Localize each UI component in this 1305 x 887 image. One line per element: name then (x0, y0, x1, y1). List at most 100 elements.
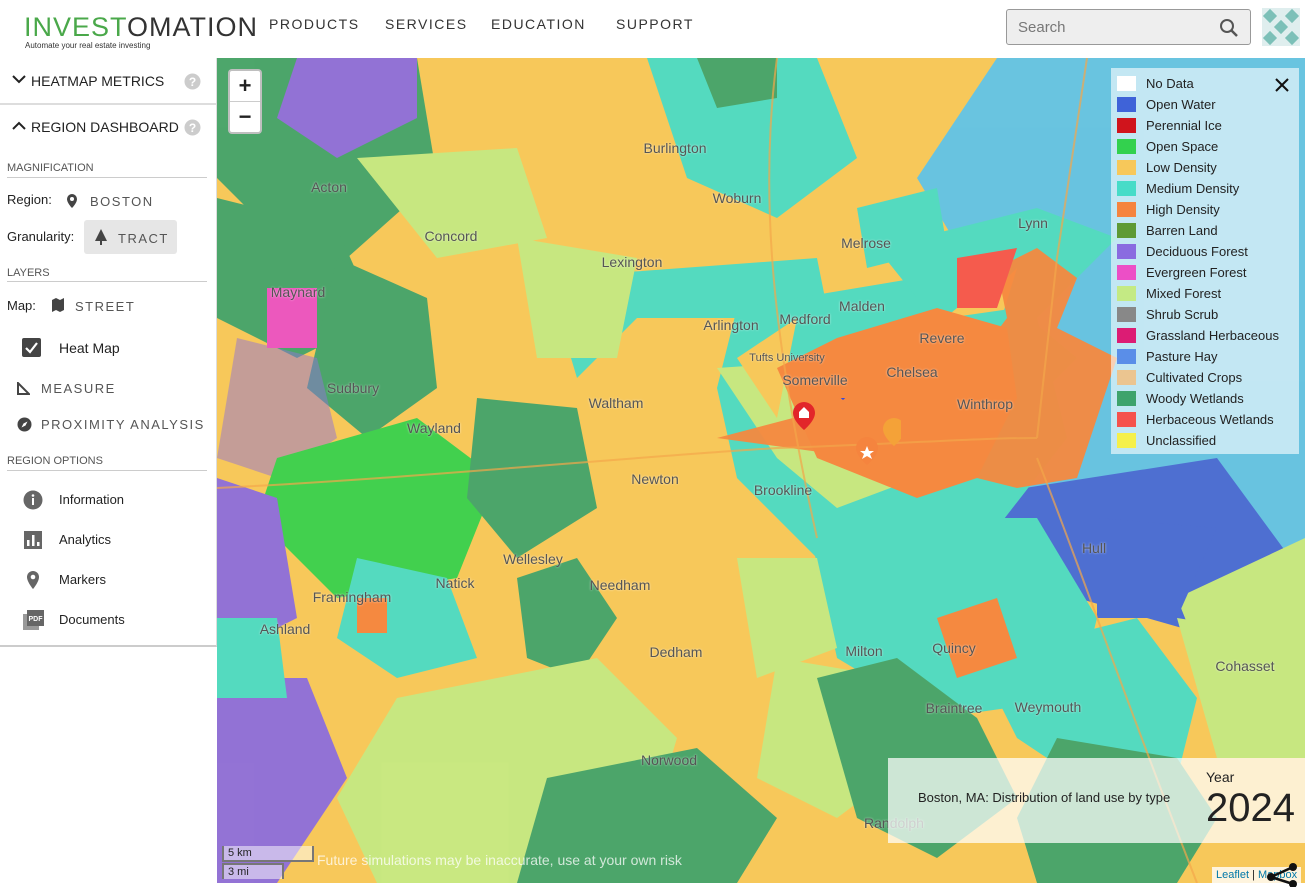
granularity-value: TRACT (118, 231, 169, 246)
option-item[interactable]: Documents (59, 612, 125, 627)
legend-swatch (1117, 370, 1136, 385)
place-label: Wellesley (503, 551, 563, 567)
section-title: MAGNIFICATION (7, 162, 94, 174)
legend-swatch (1117, 181, 1136, 196)
help-icon[interactable]: ? (184, 119, 201, 136)
nav-item[interactable]: PRODUCTS (269, 16, 360, 32)
nav-item[interactable]: SUPPORT (616, 16, 694, 32)
place-label: Melrose (841, 235, 891, 251)
legend-label: Evergreen Forest (1146, 265, 1247, 280)
place-label: Wayland (407, 420, 461, 436)
svg-text:PDF: PDF (29, 616, 44, 623)
legend-label: Open Water (1146, 97, 1216, 112)
chevron-down (12, 75, 26, 84)
map-markers (793, 398, 901, 465)
nav-item[interactable]: EDUCATION (491, 16, 586, 32)
legend-swatch (1117, 160, 1136, 175)
option-item[interactable]: Information (59, 492, 125, 507)
legend-label: Deciduous Forest (1146, 244, 1248, 259)
region-dashboard[interactable]: REGION DASHBOARD (31, 119, 179, 135)
legend-label: Barren Land (1146, 223, 1218, 238)
checkbox[interactable] (22, 338, 41, 357)
logo-b: OMATION (127, 12, 259, 42)
legend-label: Shrub Scrub (1146, 307, 1219, 322)
svg-text:?: ? (189, 75, 196, 89)
place-label: Burlington (643, 140, 707, 156)
tagline: Automate your real estate investing (25, 41, 151, 50)
legend-swatch (1117, 412, 1136, 427)
divider (7, 281, 207, 282)
scale-mi: 3 mi (222, 863, 284, 879)
legend-swatch (1117, 244, 1136, 259)
separator: | (1252, 869, 1255, 881)
place-label: Concord (424, 228, 478, 244)
avatar[interactable] (1262, 8, 1300, 46)
tree-icon (95, 229, 107, 245)
place-label: Newton (631, 471, 679, 487)
heatmap-metrics[interactable]: HEATMAP METRICS (31, 73, 165, 89)
sidebar: HEATMAP METRICS ? REGION DASHBOARD ? MAG… (0, 58, 217, 647)
legend-swatch (1117, 328, 1136, 343)
legend-swatch (1117, 265, 1136, 280)
search-box[interactable]: Search (1006, 9, 1251, 45)
place-label: Arlington (703, 317, 759, 333)
place-label: Revere (919, 330, 965, 346)
legend (1111, 68, 1299, 454)
place-label: Braintree (925, 700, 983, 716)
measure[interactable]: MEASURE (41, 381, 116, 396)
zoom-out[interactable]: − (238, 104, 252, 129)
place-label: Chelsea (886, 364, 938, 380)
logo-a: INVEST (24, 12, 128, 42)
option-item[interactable]: Markers (59, 572, 106, 587)
option-item[interactable]: Analytics (59, 532, 112, 547)
granularity-button[interactable]: TRACT (84, 220, 177, 254)
legend-label: Grassland Herbaceous (1146, 328, 1279, 343)
map-label: Map: (7, 298, 36, 313)
place-label: Maynard (270, 284, 326, 300)
legend-swatch (1117, 97, 1136, 112)
section-title: REGION OPTIONS (7, 455, 103, 467)
place-label: Weymouth (1014, 699, 1082, 715)
place-label: Quincy (932, 640, 976, 656)
legend-label: High Density (1146, 202, 1220, 217)
section-title: LAYERS (7, 267, 50, 279)
legend-label: Unclassified (1146, 433, 1217, 448)
compass-icon (17, 417, 32, 432)
legend-close[interactable] (1274, 77, 1290, 93)
place-label: Sudbury (326, 380, 380, 396)
info-icon (23, 490, 43, 510)
legend-label: Mixed Forest (1146, 286, 1222, 301)
granularity-label: Granularity: (7, 229, 75, 244)
pdf-icon: PDF (23, 610, 44, 630)
region-value[interactable]: BOSTON (90, 194, 154, 209)
legend-swatch (1117, 76, 1136, 91)
leaflet-link[interactable]: Leaflet (1216, 869, 1250, 881)
divider (0, 103, 216, 105)
legend-swatch (1117, 202, 1136, 217)
zoom-in[interactable]: + (230, 71, 260, 102)
place-label: Dedham (649, 644, 703, 660)
share-icon[interactable] (1265, 862, 1299, 887)
logo[interactable]: INVESTOMATION (24, 12, 258, 43)
place-label: Hull (1081, 540, 1107, 556)
place-label: Acton (311, 179, 347, 195)
proximity-analysis[interactable]: PROXIMITY ANALYSIS (41, 417, 205, 432)
region-label: Region: (7, 192, 52, 207)
nav-item[interactable]: SERVICES (385, 16, 468, 32)
scale-km: 5 km (222, 846, 314, 862)
heat-map-label[interactable]: Heat Map (59, 340, 120, 356)
legend-label: No Data (1146, 76, 1194, 91)
search-icon (1220, 19, 1238, 37)
analytics-icon (24, 531, 42, 549)
divider (7, 470, 207, 471)
help-icon[interactable]: ? (184, 73, 201, 90)
legend-label: Open Space (1146, 139, 1219, 154)
map-value[interactable]: STREET (75, 299, 136, 314)
place-label: Brookline (753, 482, 813, 498)
legend-swatch (1117, 307, 1136, 322)
place-label: Waltham (588, 395, 644, 411)
place-label: Malden (839, 298, 885, 314)
place-label: Framingham (312, 589, 392, 605)
header: INVESTOMATION Automate your real estate … (0, 0, 1305, 58)
divider (7, 177, 207, 178)
